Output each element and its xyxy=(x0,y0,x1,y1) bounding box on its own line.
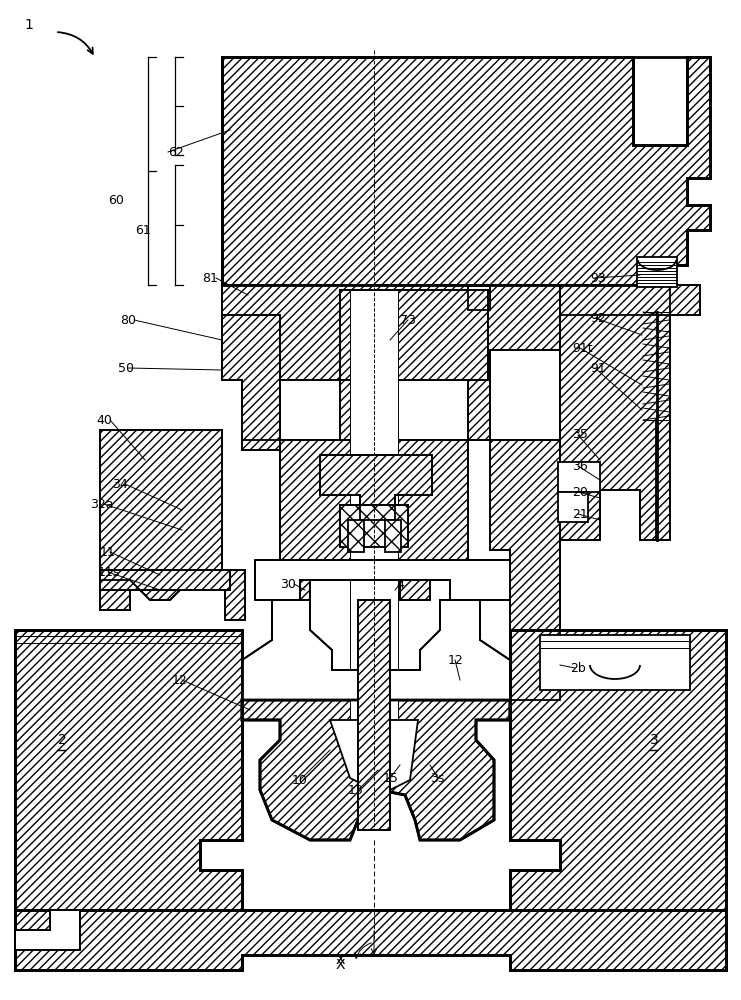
Text: 2b: 2b xyxy=(570,662,585,674)
Polygon shape xyxy=(255,560,510,600)
Polygon shape xyxy=(280,440,468,600)
Polygon shape xyxy=(15,910,726,970)
Polygon shape xyxy=(320,455,432,520)
Bar xyxy=(385,520,401,552)
Text: 80: 80 xyxy=(120,314,136,326)
Bar xyxy=(340,505,408,547)
Text: 4: 4 xyxy=(396,578,404,590)
Bar xyxy=(340,290,488,380)
Text: 62: 62 xyxy=(168,145,184,158)
Polygon shape xyxy=(242,600,510,700)
Text: 61: 61 xyxy=(135,224,150,236)
Text: 3: 3 xyxy=(650,733,659,747)
Bar xyxy=(100,590,130,610)
Bar xyxy=(637,257,677,287)
Polygon shape xyxy=(15,910,80,950)
Polygon shape xyxy=(490,440,560,700)
Polygon shape xyxy=(222,315,280,450)
Text: 2: 2 xyxy=(58,733,67,747)
Polygon shape xyxy=(560,285,700,540)
Text: 36: 36 xyxy=(572,460,588,473)
Text: 12: 12 xyxy=(172,674,187,686)
Text: 50: 50 xyxy=(118,361,134,374)
Bar xyxy=(348,520,364,552)
Bar xyxy=(358,600,390,830)
Polygon shape xyxy=(100,430,245,620)
Text: 20: 20 xyxy=(572,486,588,498)
Polygon shape xyxy=(222,285,670,440)
Bar xyxy=(633,57,687,145)
Text: 11s: 11s xyxy=(98,566,120,578)
Text: 93: 93 xyxy=(590,271,605,284)
Text: 40: 40 xyxy=(96,414,112,426)
Bar xyxy=(350,290,398,740)
Polygon shape xyxy=(222,57,710,285)
Text: 35: 35 xyxy=(572,428,588,442)
Bar xyxy=(540,635,690,690)
Text: 21: 21 xyxy=(572,508,588,520)
Polygon shape xyxy=(15,630,242,910)
Text: 10: 10 xyxy=(292,774,308,786)
Bar xyxy=(558,492,588,522)
Polygon shape xyxy=(330,720,418,790)
Text: X: X xyxy=(336,953,345,967)
Bar xyxy=(100,590,130,610)
Text: X: X xyxy=(335,958,345,972)
Text: 3s: 3s xyxy=(430,772,445,784)
Text: 81: 81 xyxy=(202,271,218,284)
Text: 11: 11 xyxy=(100,546,116,558)
Text: 32a: 32a xyxy=(90,497,113,510)
Text: 34: 34 xyxy=(112,478,127,490)
Text: 12: 12 xyxy=(448,654,464,666)
Text: 1: 1 xyxy=(24,18,33,32)
Text: 73: 73 xyxy=(400,314,416,326)
Text: 13: 13 xyxy=(348,784,364,796)
Polygon shape xyxy=(242,700,510,840)
Polygon shape xyxy=(510,630,726,910)
Bar xyxy=(340,505,408,547)
Text: 15: 15 xyxy=(383,772,399,784)
Text: 91: 91 xyxy=(590,361,605,374)
Bar xyxy=(558,462,600,492)
Bar xyxy=(340,290,488,380)
Text: 30: 30 xyxy=(280,578,296,590)
Text: 91t: 91t xyxy=(572,342,593,355)
Text: 92: 92 xyxy=(590,312,605,324)
Text: 60: 60 xyxy=(108,194,124,207)
Bar xyxy=(100,570,230,590)
Bar xyxy=(358,600,390,830)
Bar xyxy=(100,570,230,590)
